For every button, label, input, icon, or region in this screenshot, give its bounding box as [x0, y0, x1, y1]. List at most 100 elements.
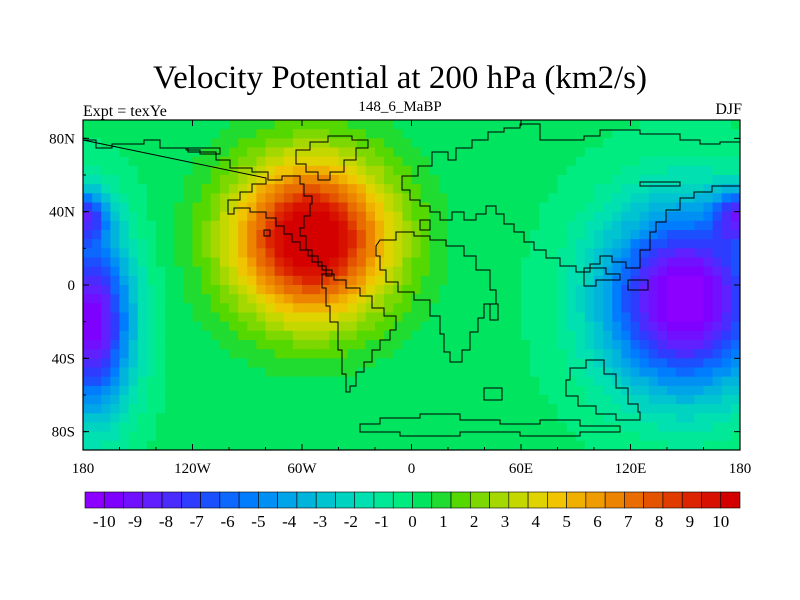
field-cell — [256, 175, 267, 185]
field-cell — [101, 303, 111, 314]
field-cell — [584, 175, 595, 185]
field-cell — [219, 220, 230, 231]
field-cell — [466, 385, 476, 396]
colorbar-swatch — [219, 491, 240, 509]
field-cell — [174, 239, 184, 249]
field-cell — [201, 285, 212, 295]
field-cell — [165, 395, 175, 405]
field-cell — [721, 367, 732, 378]
field-cell — [292, 395, 303, 405]
field-cell — [402, 147, 413, 158]
field-cell — [511, 303, 522, 314]
field-cell — [521, 156, 531, 167]
field-cell — [566, 220, 577, 231]
field-cell — [703, 367, 714, 378]
field-cell — [539, 147, 549, 158]
field-cell — [457, 129, 467, 139]
field-cell — [420, 175, 431, 185]
field-cell — [502, 385, 513, 396]
field-cell — [539, 312, 549, 323]
field-cell — [265, 285, 276, 295]
field-cell — [311, 156, 321, 167]
field-cell — [210, 294, 221, 304]
field-cell — [584, 330, 595, 341]
field-cell — [365, 367, 376, 378]
field-cell — [174, 422, 184, 433]
field-cell — [676, 211, 686, 222]
field-cell — [192, 413, 203, 424]
field-cell — [283, 294, 294, 304]
field-cell — [174, 358, 184, 369]
field-cell — [356, 156, 367, 167]
field-cell — [283, 156, 294, 167]
field-cell — [393, 294, 403, 304]
field-cell — [566, 211, 577, 222]
field-cell — [329, 193, 340, 204]
field-cell — [584, 220, 595, 231]
field-cell — [365, 193, 376, 204]
field-cell — [685, 175, 695, 185]
field-cell — [448, 156, 458, 167]
field-cell — [238, 184, 248, 194]
field-cell — [165, 175, 175, 185]
field-cell — [119, 440, 130, 450]
field-cell — [584, 376, 595, 387]
field-cell — [493, 321, 504, 332]
field-cell — [192, 395, 203, 405]
field-cell — [575, 120, 586, 130]
field-cell — [265, 138, 276, 149]
colorbar-label: 6 — [593, 512, 602, 531]
field-cell — [721, 193, 732, 204]
field-cell — [712, 376, 723, 387]
field-cell — [712, 175, 723, 185]
field-cell — [548, 367, 559, 378]
field-cell — [83, 184, 93, 194]
field-cell — [676, 156, 686, 167]
field-cell — [101, 413, 111, 424]
coastline-antarctica — [359, 413, 621, 437]
field-cell — [119, 330, 130, 341]
field-cell — [165, 285, 175, 295]
field-cell — [448, 422, 458, 433]
field-cell — [375, 285, 385, 295]
field-cell — [83, 165, 93, 176]
field-cell — [174, 138, 184, 149]
field-cell — [712, 395, 723, 405]
field-cell — [475, 230, 486, 240]
field-cell — [384, 395, 394, 405]
field-cell — [438, 165, 449, 176]
field-cell — [639, 303, 650, 314]
field-cell — [466, 404, 476, 414]
field-cell — [183, 285, 194, 295]
field-cell — [256, 120, 267, 130]
field-cell — [375, 239, 385, 249]
field-cell — [676, 349, 686, 359]
field-cell — [448, 266, 458, 277]
colorbar-swatch — [489, 491, 510, 509]
field-cell — [165, 202, 175, 213]
field-cell — [146, 275, 157, 286]
field-cell — [128, 385, 139, 396]
field-cell — [393, 440, 403, 450]
field-cell — [110, 120, 121, 130]
field-cell — [146, 220, 157, 231]
field-cell — [256, 165, 267, 176]
field-cell — [365, 129, 376, 139]
field-cell — [457, 440, 467, 450]
field-cell — [219, 395, 230, 405]
field-cell — [119, 239, 130, 249]
field-cell — [229, 349, 239, 359]
field-cell — [420, 275, 431, 286]
field-cell — [603, 367, 613, 378]
field-cell — [730, 220, 740, 231]
colorbar-label: -1 — [375, 512, 389, 531]
field-cell — [393, 248, 403, 259]
field-cell — [676, 422, 686, 433]
field-cell — [612, 211, 622, 222]
field-cell — [466, 220, 476, 231]
field-cell — [457, 120, 467, 130]
field-cell — [92, 294, 102, 304]
field-cell — [548, 431, 559, 442]
field-cell — [685, 395, 695, 405]
field-cell — [219, 321, 230, 332]
